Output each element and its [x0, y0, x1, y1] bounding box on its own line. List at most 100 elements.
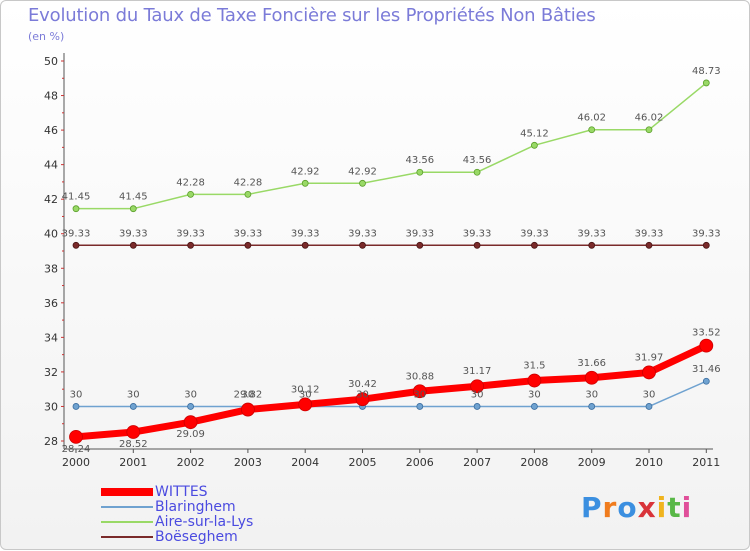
- data-point-aire-sur-la-lys: [244, 190, 252, 198]
- data-label-aire-sur-la-lys: 42.92: [291, 166, 320, 177]
- data-label-bo-seghem: 39.33: [520, 228, 549, 239]
- data-point-bo-seghem: [645, 241, 653, 249]
- data-label-bo-seghem: 39.33: [463, 228, 492, 239]
- data-label-bo-seghem: 39.33: [405, 228, 434, 239]
- data-label-blaringhem: 30: [643, 389, 656, 400]
- data-label-bo-seghem: 39.33: [291, 228, 320, 239]
- data-label-wittes: 30.88: [405, 371, 434, 382]
- data-label-wittes: 31.66: [577, 358, 606, 369]
- data-point-blaringhem: [473, 403, 481, 410]
- data-point-aire-sur-la-lys: [645, 126, 653, 134]
- data-label-aire-sur-la-lys: 42.28: [234, 177, 263, 188]
- data-point-aire-sur-la-lys: [702, 79, 710, 87]
- data-label-bo-seghem: 39.33: [234, 228, 263, 239]
- data-point-bo-seghem: [359, 241, 366, 249]
- logo-letter: P: [581, 491, 603, 524]
- legend-label-aire-sur-la-lys: Aire-sur-la-Lys: [155, 514, 254, 530]
- data-label-aire-sur-la-lys: 43.56: [405, 155, 434, 166]
- x-tick-label-2002: 2002: [177, 456, 205, 469]
- data-point-bo-seghem: [531, 241, 538, 249]
- data-point-aire-sur-la-lys: [416, 168, 424, 176]
- data-point-wittes: [527, 373, 542, 388]
- logo-letter: t: [667, 491, 682, 524]
- data-label-wittes: 28.24: [62, 444, 91, 455]
- data-point-bo-seghem: [473, 241, 481, 249]
- data-point-wittes: [355, 392, 370, 407]
- data-point-blaringhem: [588, 403, 596, 410]
- series-line-wittes: [75, 342, 708, 441]
- data-label-aire-sur-la-lys: 42.28: [176, 177, 205, 188]
- x-tick-label-2007: 2007: [463, 456, 491, 469]
- data-point-wittes: [412, 384, 427, 399]
- data-label-wittes: 28.52: [119, 439, 148, 450]
- data-label-blaringhem: 30: [184, 389, 197, 400]
- data-point-wittes: [642, 365, 656, 380]
- chart-subtitle: (en %): [28, 30, 65, 43]
- data-label-wittes: 31.97: [635, 352, 664, 363]
- data-point-blaringhem: [645, 403, 653, 410]
- x-tick-label-2004: 2004: [291, 456, 319, 469]
- x-tick-label-2010: 2010: [635, 456, 663, 469]
- data-point-bo-seghem: [416, 241, 424, 249]
- x-tick-label-2011: 2011: [692, 456, 720, 469]
- y-tick-label-50: 50: [44, 55, 58, 68]
- y-tick-label-36: 36: [44, 297, 58, 310]
- data-point-bo-seghem: [702, 241, 710, 249]
- data-label-bo-seghem: 39.33: [348, 228, 377, 239]
- legend-swatch-blaringhem: [101, 506, 153, 508]
- data-point-aire-sur-la-lys: [359, 179, 366, 187]
- logo-letter: o: [617, 491, 638, 524]
- data-point-wittes: [298, 397, 313, 412]
- proxiti-logo: Proxiti: [581, 491, 692, 524]
- data-point-wittes: [240, 402, 255, 417]
- legend-swatch-bo-seghem: [101, 536, 153, 538]
- data-point-bo-seghem: [72, 241, 80, 249]
- data-point-blaringhem: [72, 403, 80, 410]
- data-point-aire-sur-la-lys: [301, 179, 309, 187]
- legend-swatch-aire-sur-la-lys: [101, 521, 153, 523]
- series-line-blaringhem: [76, 380, 707, 408]
- data-point-bo-seghem: [244, 241, 252, 249]
- data-point-wittes: [126, 425, 141, 439]
- data-label-wittes: 31.17: [463, 366, 492, 377]
- data-label-wittes: 30.12: [291, 384, 320, 395]
- data-label-bo-seghem: 39.33: [577, 228, 606, 239]
- data-point-blaringhem: [129, 403, 137, 410]
- legend-swatch-wittes: [101, 488, 153, 496]
- y-tick-label-40: 40: [44, 228, 58, 241]
- x-tick-label-2008: 2008: [520, 456, 548, 469]
- logo-letter: i: [681, 491, 693, 524]
- legend-label-blaringhem: Blaringhem: [155, 499, 236, 515]
- data-label-aire-sur-la-lys: 42.92: [348, 166, 377, 177]
- data-label-blaringhem: 30: [70, 389, 83, 400]
- data-label-wittes: 33.52: [692, 328, 721, 339]
- series-line-aire-sur-la-lys: [76, 82, 707, 210]
- x-tick-label-2000: 2000: [62, 456, 90, 469]
- data-label-blaringhem: 30: [585, 389, 598, 400]
- data-label-aire-sur-la-lys: 41.45: [62, 192, 91, 203]
- legend-label-wittes: WITTES: [155, 484, 208, 500]
- x-tick-label-2001: 2001: [119, 456, 147, 469]
- data-label-bo-seghem: 39.33: [176, 228, 205, 239]
- data-label-aire-sur-la-lys: 45.12: [520, 128, 549, 139]
- data-label-aire-sur-la-lys: 43.56: [463, 155, 492, 166]
- data-label-wittes: 29.09: [176, 429, 205, 440]
- y-tick-label-48: 48: [44, 90, 58, 103]
- y-tick-label-42: 42: [44, 193, 58, 206]
- data-label-bo-seghem: 39.33: [692, 228, 721, 239]
- data-label-aire-sur-la-lys: 46.02: [635, 113, 664, 124]
- data-label-blaringhem: 30: [528, 389, 541, 400]
- data-label-aire-sur-la-lys: 41.45: [119, 192, 148, 203]
- data-label-blaringhem: 30: [356, 389, 369, 400]
- data-label-aire-sur-la-lys: 48.73: [692, 66, 721, 77]
- y-tick-label-46: 46: [44, 124, 58, 137]
- data-point-blaringhem: [416, 403, 424, 410]
- x-tick-label-2009: 2009: [578, 456, 606, 469]
- data-point-wittes: [470, 379, 485, 394]
- data-point-bo-seghem: [187, 241, 195, 249]
- x-tick-label-2005: 2005: [349, 456, 377, 469]
- data-point-blaringhem: [531, 403, 538, 410]
- data-point-aire-sur-la-lys: [531, 141, 538, 149]
- data-point-aire-sur-la-lys: [473, 168, 481, 176]
